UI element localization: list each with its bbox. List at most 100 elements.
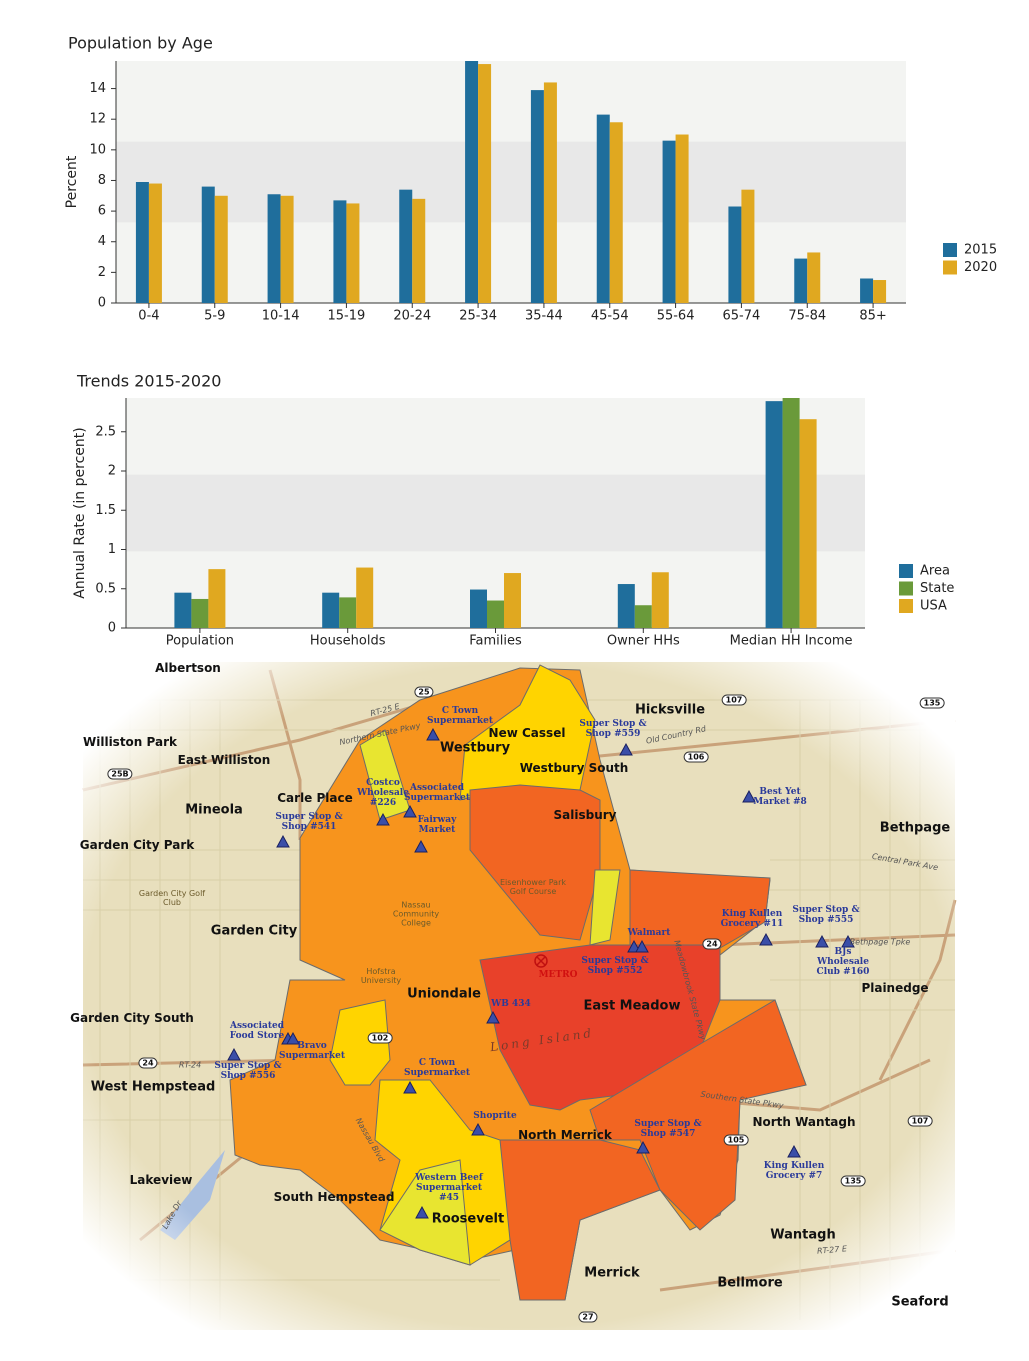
store-marker [619, 742, 633, 756]
map [82, 662, 957, 1330]
bar [504, 573, 521, 628]
bar [465, 61, 479, 303]
y-tick-label: 12 [89, 112, 106, 127]
place-label: Plainedge [861, 981, 929, 995]
place-label: Roosevelt [431, 1211, 505, 1227]
feat-label: Eisenhower Park Golf Course [500, 878, 566, 896]
bar [346, 203, 360, 303]
bar [794, 258, 808, 303]
y-axis-label: Percent [64, 155, 80, 208]
store-marker [286, 1031, 300, 1045]
legend-swatch [899, 564, 913, 578]
store-marker [376, 812, 390, 826]
bar [860, 278, 874, 303]
x-tick-label: 45-54 [591, 309, 629, 324]
store-marker [403, 1080, 417, 1094]
bar [470, 589, 487, 628]
bar [741, 189, 755, 303]
store-marker [414, 839, 428, 853]
legend-swatch [943, 260, 957, 275]
x-tick-label: 55-64 [657, 309, 695, 324]
chart-title: Population by Age [68, 34, 213, 53]
plot-band [116, 141, 906, 223]
feat-label: Garden City Golf Club [138, 889, 206, 907]
road-label: RT-24 [178, 1060, 202, 1070]
shield-label: 102 [367, 1032, 393, 1044]
bar [543, 82, 557, 303]
place-label: Lakeview [129, 1173, 193, 1187]
bar [807, 252, 821, 303]
store-marker [227, 1047, 241, 1061]
y-tick-label: 0.5 [95, 581, 116, 596]
bar [191, 598, 209, 628]
store-label: Best Yet Market #8 [753, 787, 807, 807]
place-label: Albertson [155, 661, 221, 675]
store-label: Super Stop & Shop #552 [581, 956, 649, 976]
store-label: Associated Food Store [229, 1021, 285, 1041]
store-label: King Kullen Grocery #7 [763, 1161, 825, 1181]
y-tick-label: 1.5 [95, 503, 116, 518]
site-marker-cross [536, 956, 546, 966]
bar [399, 189, 413, 303]
legend-swatch [943, 243, 957, 257]
store-label: WB 434 [491, 999, 531, 1009]
bar [333, 200, 347, 303]
x-tick-label: 20-24 [393, 309, 431, 324]
x-tick-label: 10-14 [262, 309, 300, 324]
store-label: Bravo Supermarket [278, 1041, 346, 1061]
bar [267, 194, 281, 303]
shield-label: 25 [414, 686, 434, 698]
x-tick-label: 25-34 [459, 309, 497, 324]
bar [356, 567, 374, 628]
bar [339, 597, 357, 628]
bar [651, 572, 669, 628]
store-label: Super Stop & Shop #555 [792, 905, 860, 925]
place-label: Garden City South [70, 1011, 194, 1025]
y-tick-label: 8 [98, 173, 106, 188]
shield-label: 27 [578, 1311, 598, 1323]
legend-label: 2015 [964, 243, 997, 258]
place-label: North Wantagh [752, 1115, 856, 1129]
store-marker [636, 1140, 650, 1154]
store-marker [841, 934, 855, 948]
store-marker [403, 804, 417, 818]
shield-label: 135 [919, 697, 945, 709]
store-marker [276, 834, 290, 848]
bar [208, 569, 226, 628]
place-label: Westbury South [519, 761, 629, 775]
road-label: Bethpage Tpke [849, 937, 911, 947]
store-label: C Town Supermarket [426, 706, 494, 726]
x-tick-label: 65-74 [723, 309, 761, 324]
place-label: West Hempstead [90, 1079, 216, 1095]
bar [530, 90, 544, 304]
bar [214, 195, 228, 303]
legend-label: 2020 [964, 260, 997, 275]
shield-label: 105 [723, 1134, 749, 1146]
site-label: METRO [538, 970, 578, 980]
x-tick-label: Owner HHs [607, 634, 680, 649]
legend-swatch [899, 581, 913, 596]
y-axis-label: Annual Rate (in percent) [72, 427, 88, 598]
store-label: Super Stop & Shop #541 [275, 812, 343, 832]
x-tick-label: Population [166, 634, 234, 649]
store-label: Super Stop & Shop #556 [214, 1061, 282, 1081]
bar [280, 195, 294, 303]
bar [201, 186, 215, 303]
bar [135, 182, 149, 303]
place-label: Wantagh [770, 1227, 836, 1243]
shield-label: 24 [702, 938, 722, 950]
place-label: South Hempstead [273, 1190, 395, 1204]
legend-label: Area [920, 564, 950, 579]
x-tick-label: 85+ [859, 309, 886, 324]
x-tick-label: 35-44 [525, 309, 563, 324]
place-label: East Williston [177, 753, 271, 767]
place-label: Bellmore [717, 1275, 783, 1291]
place-label: North Merrick [518, 1128, 612, 1142]
x-tick-label: 5-9 [204, 309, 225, 324]
store-label: King Kullen Grocery #11 [720, 909, 784, 929]
place-label: Garden City [210, 923, 298, 939]
site-marker [534, 954, 548, 968]
bar [596, 114, 610, 303]
y-tick-label: 0 [98, 296, 106, 311]
store-label: Fairway Market [417, 815, 457, 835]
